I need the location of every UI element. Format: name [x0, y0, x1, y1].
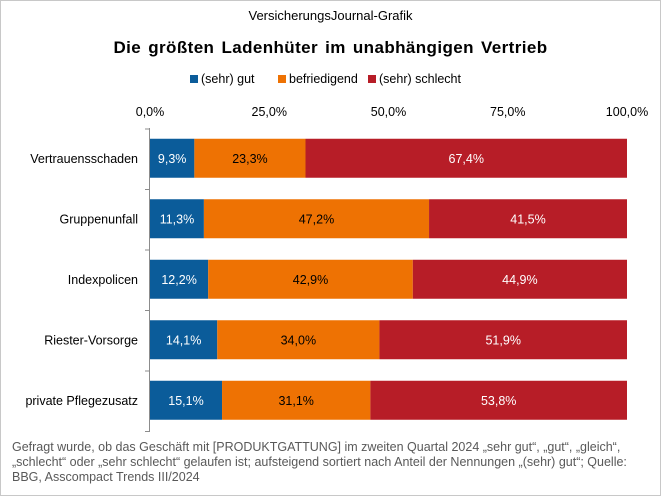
data-label: 51,9% [485, 333, 520, 347]
x-tick-label: 50,0% [371, 105, 406, 119]
data-label: 14,1% [166, 333, 201, 347]
bar-segment-1 [208, 259, 413, 299]
category-label: Vertrauensschaden [30, 152, 138, 166]
stacked-bar-chart: (sehr) gut befriedigend (sehr) schlecht 0,0… [25, 72, 648, 432]
data-label: 23,3% [232, 152, 267, 166]
bar-segment-2 [412, 259, 627, 299]
legend-label-1: befriedigend [289, 72, 358, 86]
data-label: 12,2% [161, 273, 196, 287]
bar-segment-0 [150, 138, 195, 178]
data-label: 31,1% [278, 394, 313, 408]
footnote: Gefragt wurde, ob das Geschäft mit [PROD… [12, 440, 627, 484]
chart-title: Die größten Ladenhüter im unabhängigen V… [113, 38, 548, 57]
x-tick-label: 25,0% [252, 105, 287, 119]
legend-swatch-1 [278, 75, 286, 83]
bar-segment-0 [150, 320, 218, 360]
data-label: 44,9% [502, 273, 537, 287]
bar-segment-0 [150, 380, 223, 420]
x-tick-label: 0,0% [136, 105, 165, 119]
category-label: Riester-Vorsorge [44, 333, 138, 347]
data-label: 15,1% [168, 394, 203, 408]
legend-label-0: (sehr) gut [201, 72, 255, 86]
bar-segment-2 [379, 320, 627, 360]
bar-segment-0 [150, 259, 209, 299]
data-label: 42,9% [293, 273, 328, 287]
bar-segment-1 [203, 199, 430, 239]
data-label: 67,4% [449, 152, 484, 166]
legend-swatch-2 [368, 75, 376, 83]
data-label: 11,3% [160, 212, 195, 226]
x-tick-label: 75,0% [490, 105, 525, 119]
bar-segment-2 [305, 138, 627, 178]
data-label: 53,8% [481, 394, 516, 408]
category-label: Gruppenunfall [59, 212, 138, 226]
data-label: 47,2% [299, 212, 334, 226]
data-label: 41,5% [510, 212, 545, 226]
category-label: Indexpolicen [68, 273, 138, 287]
data-label: 9,3% [158, 152, 187, 166]
bar-segment-1 [217, 320, 380, 360]
bar-segment-2 [429, 199, 627, 239]
bar-segment-1 [222, 380, 371, 420]
x-tick-label: 100,0% [606, 105, 648, 119]
category-label: private Pflegezusatz [25, 394, 138, 408]
bar-segment-1 [194, 138, 306, 178]
data-label: 34,0% [281, 333, 316, 347]
legend-swatch-0 [190, 75, 198, 83]
bar-segment-0 [150, 199, 204, 239]
bar-segment-2 [370, 380, 627, 420]
legend-label-2: (sehr) schlecht [379, 72, 461, 86]
source-line: VersicherungsJournal-Grafik [248, 8, 413, 23]
